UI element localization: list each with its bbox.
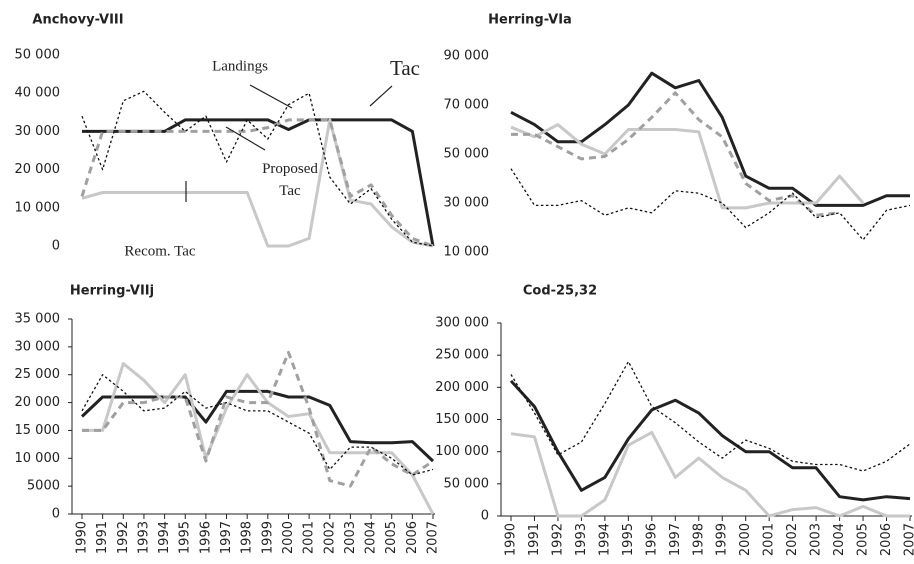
y-tick-label: 30 000 — [15, 124, 61, 139]
x-tick-label: 2006 — [879, 523, 894, 556]
y-tick-label: 50 000 — [444, 476, 490, 491]
leader-line — [249, 84, 293, 109]
x-tick-label: 1999 — [715, 523, 730, 556]
x-tick-label: 2002 — [785, 523, 800, 556]
y-tick-label: 10 000 — [15, 451, 61, 466]
x-tick-label: 1999 — [260, 521, 275, 554]
y-tick-label: 20 000 — [15, 395, 61, 410]
y-tick-label: 20 000 — [15, 162, 61, 177]
x-tick-label: 1990 — [504, 523, 519, 556]
x-tick-label: 2000 — [281, 521, 296, 554]
y-tick-label: 0 — [52, 507, 60, 522]
y-tick-label: 70 000 — [444, 98, 490, 113]
series-line — [509, 379, 911, 502]
y-tick-label: 90 000 — [444, 49, 490, 64]
series-line — [81, 118, 434, 248]
series-line — [510, 360, 911, 472]
x-tick-label: 1991 — [95, 521, 110, 554]
x-tick-label: 2002 — [322, 521, 337, 554]
y-tick-label: 250 000 — [435, 348, 489, 363]
tac-label: Tac — [390, 56, 420, 80]
series-line — [510, 430, 910, 518]
panel: Herring-VIa 10 000 30 000 50 000 70 000 90 00… — [444, 13, 911, 260]
x-tick-label: 1998 — [691, 523, 706, 556]
series-line — [81, 90, 434, 247]
x-tick-label: 2007 — [903, 523, 914, 556]
y-tick-label: 5000 — [27, 479, 60, 494]
leader-line — [369, 85, 393, 107]
x-tick-label: 1994 — [157, 521, 172, 554]
series-line — [81, 374, 434, 476]
recom-tac-label: Recom. Tac — [124, 243, 195, 259]
x-tick-label: 1998 — [240, 521, 255, 554]
leader-line — [225, 126, 266, 151]
y-tick-label: 50 000 — [444, 147, 490, 162]
series-line — [82, 350, 434, 488]
x-tick-label: 1992 — [550, 523, 565, 556]
y-tick-label: 0 — [481, 509, 489, 524]
y-tick-label: 150 000 — [435, 412, 489, 427]
y-tick-label: 15 000 — [15, 423, 61, 438]
x-tick-label: 2006 — [405, 521, 420, 554]
proposed-tac-label: Proposed Tac — [262, 161, 318, 199]
x-tick-label: 2007 — [426, 521, 441, 554]
landings-label: Landings — [212, 58, 268, 74]
chart-title: Anchovy-VIII — [32, 13, 123, 28]
y-tick-label: 10 000 — [444, 245, 490, 260]
y-tick-label: 100 000 — [435, 444, 489, 459]
x-tick-label: 1990 — [75, 521, 90, 554]
series-line — [511, 91, 840, 217]
x-tick-label: 2001 — [762, 523, 777, 556]
x-tick-label: 1995 — [621, 523, 636, 556]
series-line — [82, 362, 435, 515]
x-tick-label: 1997 — [668, 523, 683, 556]
series-line — [510, 123, 865, 210]
annotations: Landings Tac Proposed Tac Recom. Tac — [124, 56, 420, 260]
panel: Herring-VIIj 0 5000 10 000 15 000 20 000 25 00… — [15, 284, 441, 555]
x-tick-label: 1993 — [574, 523, 589, 556]
x-tick-label: 1997 — [219, 521, 234, 554]
x-tick-label: 1993 — [136, 521, 151, 554]
x-tick-label: 1995 — [178, 521, 193, 554]
y-tick-label: 200 000 — [435, 380, 489, 395]
chart-title: Herring-VIIj — [70, 284, 154, 299]
series-line — [82, 118, 435, 247]
x-tick-label: 2003 — [343, 521, 358, 554]
y-tick-label: 40 000 — [15, 86, 61, 101]
series-line — [80, 389, 435, 463]
y-tick-label: 10 000 — [15, 200, 61, 215]
y-tick-label: 300 000 — [435, 316, 489, 331]
y-tick-label: 50 000 — [15, 48, 61, 63]
y-tick-label: 25 000 — [15, 367, 61, 382]
y-tick-label: 0 — [52, 239, 60, 254]
series-line — [80, 118, 434, 248]
x-tick-label: 2004 — [364, 521, 379, 554]
x-tick-label: 2000 — [738, 523, 753, 556]
x-tick-label: 1992 — [116, 521, 131, 554]
x-tick-label: 2005 — [856, 523, 871, 556]
x-tick-label: 1994 — [597, 523, 612, 556]
x-tick-label: 1991 — [527, 523, 542, 556]
x-tick-label: 1996 — [644, 523, 659, 556]
y-tick-label: 30 000 — [444, 196, 490, 211]
x-tick-label: 2001 — [302, 521, 317, 554]
x-tick-label: 1996 — [198, 521, 213, 554]
series-line — [510, 168, 911, 241]
chart-title: Herring-VIa — [488, 13, 572, 28]
series-line — [510, 71, 910, 207]
chart-title: Cod-25,32 — [523, 284, 597, 299]
panel: Cod-25,32 0 50 000 100 000 150 000 200 000 250… — [435, 284, 914, 557]
y-tick-label: 30 000 — [15, 339, 61, 354]
x-tick-label: 2003 — [809, 523, 824, 556]
y-tick-label: 35 000 — [15, 312, 61, 327]
x-tick-label: 2004 — [832, 523, 847, 556]
panel: Anchovy-VIII 0 10 000 20 000 30 000 40 000 50 … — [15, 13, 435, 254]
x-tick-label: 2005 — [384, 521, 399, 554]
